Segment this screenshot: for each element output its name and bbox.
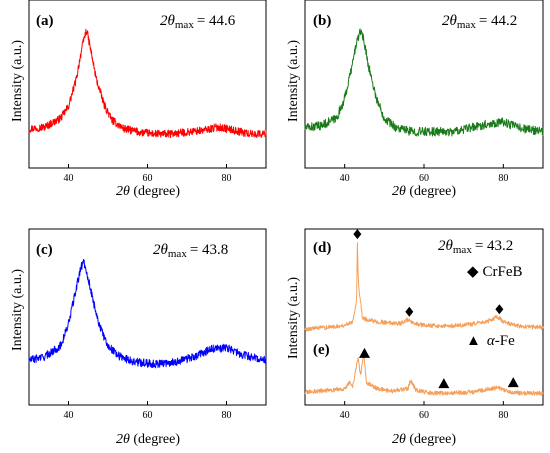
alpha-fe-triangle-marker bbox=[438, 378, 450, 389]
panel-c-xlabel-2theta: 2θ bbox=[116, 432, 130, 447]
panel-c-ylabel: Intensity (a.u.) bbox=[10, 269, 25, 351]
panel-a-xlabel-unit: (degree) bbox=[130, 184, 180, 199]
panel-a-max-label: 2θmax = 44.6 bbox=[160, 13, 236, 31]
panel-b-ylabel: Intensity (a.u.) bbox=[286, 40, 301, 122]
panel-a: Intensity (a.u.) 40 60 80 (a) 2θmax = 44.6 … bbox=[10, 0, 267, 199]
alpha-fe-triangle-marker bbox=[359, 347, 370, 358]
panel-b: Intensity (a.u.) 40 60 80 (b) 2θmax = 44.2 … bbox=[286, 0, 544, 199]
panel-c-max-2theta: 2θ bbox=[153, 242, 169, 258]
panel-c-xlabel: 2θ (degree) bbox=[116, 432, 180, 447]
panel-b-xlabel: 2θ (degree) bbox=[392, 184, 456, 199]
panel-de-tick-label-80: 80 bbox=[498, 410, 508, 421]
panel-c-max-label: 2θmax = 43.8 bbox=[153, 242, 228, 260]
panel-d-letter: (d) bbox=[313, 240, 331, 256]
panel-c-tick-label-60: 60 bbox=[143, 410, 153, 421]
panel-de-plot: 40 60 80 bbox=[304, 229, 544, 421]
series-e-line bbox=[304, 354, 544, 396]
panel-c-frame bbox=[28, 228, 267, 406]
panel-b-xlabel-2theta: 2θ bbox=[392, 184, 406, 199]
panel-b-tick-label-40: 40 bbox=[340, 173, 350, 184]
panel-de-max-label: 2θmax = 43.2 bbox=[438, 238, 513, 256]
panel-b-tick-label-60: 60 bbox=[419, 173, 429, 184]
panel-c-plot: 40 60 80 bbox=[28, 259, 267, 421]
panel-de-frame bbox=[304, 228, 544, 406]
panel-c-xlabel-unit: (degree) bbox=[130, 432, 180, 447]
panel-de-max-subscript: max bbox=[453, 244, 472, 256]
panel-b-series-line bbox=[304, 28, 544, 137]
legend-triangle-icon: ▲ bbox=[466, 333, 481, 349]
panel-a-tick-label-40: 40 bbox=[64, 173, 74, 184]
panel-b-max-subscript: max bbox=[457, 19, 476, 31]
panel-a-xlabel-2theta: 2θ bbox=[116, 184, 130, 199]
panel-de-ylabel: Intensity (a.u.) bbox=[286, 277, 301, 359]
panel-de-max-value: = 43.2 bbox=[475, 238, 513, 254]
legend-crfeb: ◆ CrFeB bbox=[467, 264, 523, 280]
crfeb-diamond-marker bbox=[353, 229, 362, 240]
crfeb-diamond-marker bbox=[495, 304, 504, 315]
panel-de-tick-label-40: 40 bbox=[340, 410, 350, 421]
panel-de: Intensity (a.u.) 40 60 80 (d) (e) 2θmax = 4… bbox=[286, 228, 544, 447]
panel-de-xlabel-unit: (degree) bbox=[406, 432, 456, 447]
panel-de-tick-label-60: 60 bbox=[419, 410, 429, 421]
panel-a-tick-label-80: 80 bbox=[222, 173, 232, 184]
panel-b-max-value: = 44.2 bbox=[479, 13, 517, 29]
panel-b-tick-label-80: 80 bbox=[498, 173, 508, 184]
panel-b-letter: (b) bbox=[313, 13, 331, 29]
panel-de-xlabel-2theta: 2θ bbox=[392, 432, 406, 447]
legend-diamond-icon: ◆ bbox=[467, 264, 479, 280]
panel-c-series-line bbox=[28, 259, 267, 369]
panel-a-series-line bbox=[28, 28, 267, 139]
panel-c-max-value: = 43.8 bbox=[190, 242, 228, 258]
panel-b-plot: 40 60 80 bbox=[304, 28, 544, 184]
legend-alpha-fe-greek: α bbox=[487, 333, 496, 349]
panel-c-tick-label-40: 40 bbox=[64, 410, 74, 421]
panel-a-ylabel: Intensity (a.u.) bbox=[10, 40, 25, 122]
panel-a-max-value: = 44.6 bbox=[197, 13, 236, 29]
panel-c-letter: (c) bbox=[36, 242, 53, 258]
panel-c-max-subscript: max bbox=[168, 248, 187, 260]
panel-a-letter: (a) bbox=[36, 13, 54, 29]
panel-a-tick-label-60: 60 bbox=[143, 173, 153, 184]
panel-c: Intensity (a.u.) 40 60 80 (c) 2θmax = 43.8 … bbox=[10, 228, 267, 447]
panel-de-max-2theta: 2θ bbox=[438, 238, 454, 254]
crfeb-diamond-marker bbox=[405, 306, 414, 317]
panel-a-xlabel: 2θ (degree) bbox=[116, 184, 180, 199]
panel-c-tick-label-80: 80 bbox=[222, 410, 232, 421]
legend-alpha-fe: ▲ α-Fe bbox=[466, 333, 515, 349]
panel-b-max-2theta: 2θ bbox=[442, 13, 458, 29]
legend-alpha-fe-suffix: -Fe bbox=[495, 333, 515, 349]
panel-e-letter: (e) bbox=[313, 342, 330, 358]
legend-crfeb-label: CrFeB bbox=[483, 264, 523, 280]
panel-b-max-label: 2θmax = 44.2 bbox=[442, 13, 517, 31]
alpha-fe-triangle-marker bbox=[507, 377, 519, 388]
series-d-line bbox=[304, 242, 544, 332]
panel-a-plot: 40 60 80 bbox=[28, 28, 267, 184]
panel-a-max-subscript: max bbox=[175, 19, 194, 31]
panel-b-xlabel-unit: (degree) bbox=[406, 184, 456, 199]
panel-a-max-2theta: 2θ bbox=[160, 13, 176, 29]
panel-de-xlabel: 2θ (degree) bbox=[392, 432, 456, 447]
